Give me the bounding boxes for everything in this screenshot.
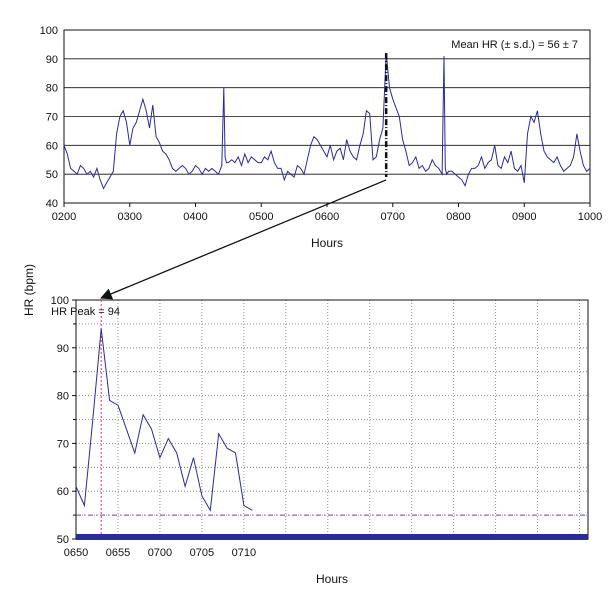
overview-x-tick-label: 1000 [578,211,602,223]
overview-x-tick-label: 0400 [183,211,207,223]
overview-grid [64,58,590,175]
overview-x-tick-label: 0700 [381,211,405,223]
overview-x-ticks: 0200 0300 0400 0500 0600 0700 0800 0900 1000 [52,203,602,223]
hr-peak-annotation: HR Peak = 94 [51,306,120,318]
detail-baseline-band [76,534,588,540]
detail-y-tick-label: 70 [57,438,69,450]
overview-y-ticks: 40 50 60 70 80 90 100 [40,25,58,210]
overview-x-tick-label: 0900 [512,211,536,223]
detail-x-tick-label: 0700 [148,547,172,559]
overview-y-tick-label: 100 [40,25,58,37]
overview-x-tick-label: 0300 [118,211,142,223]
detail-y-tick-label: 90 [57,343,69,355]
overview-y-tick-label: 60 [46,140,58,152]
overview-hr-line [63,53,591,190]
detail-x-tick-label: 0710 [232,547,256,559]
detail-y-ticks: 50 60 70 80 90 100 [51,295,76,546]
detail-x-tick-label: 0655 [106,547,130,559]
detail-y-tick-label: 50 [57,534,69,546]
overview-y-tick-label: 40 [46,198,58,210]
detail-x-tick-label: 0650 [64,547,88,559]
overview-x-tick-label: 0600 [315,211,339,223]
overview-y-tick-label: 70 [46,112,58,124]
detail-x-tick-label: 0705 [190,547,214,559]
detail-y-tick-label: 80 [57,391,69,403]
zoom-arrow [100,179,387,300]
overview-chart: 40 50 60 70 80 90 100 0200 0300 0400 0500 0600 0700… [40,25,603,250]
detail-hr-line [75,328,253,512]
detail-grid [76,300,588,539]
detail-y-tick-label: 60 [57,486,69,498]
detail-x-axis-label: Hours [316,572,348,586]
detail-x-ticks: 0650 0655 0700 0705 0710 [64,547,256,559]
detail-y-tick-label: 100 [51,295,69,307]
overview-x-tick-label: 0200 [52,211,76,223]
detail-chart: 50 60 70 80 90 100 0650 0655 0700 0705 0710 HR Pe… [22,264,589,586]
detail-y-axis-label: HR (bpm) [22,264,36,316]
overview-x-tick-label: 0800 [446,211,470,223]
overview-y-tick-label: 50 [46,169,58,181]
overview-y-tick-label: 80 [46,83,58,95]
mean-hr-annotation: Mean HR (± s.d.) = 56 ± 7 [451,39,578,51]
overview-x-axis-label: Hours [311,236,343,250]
overview-x-tick-label: 0500 [249,211,273,223]
overview-y-tick-label: 90 [46,54,58,66]
